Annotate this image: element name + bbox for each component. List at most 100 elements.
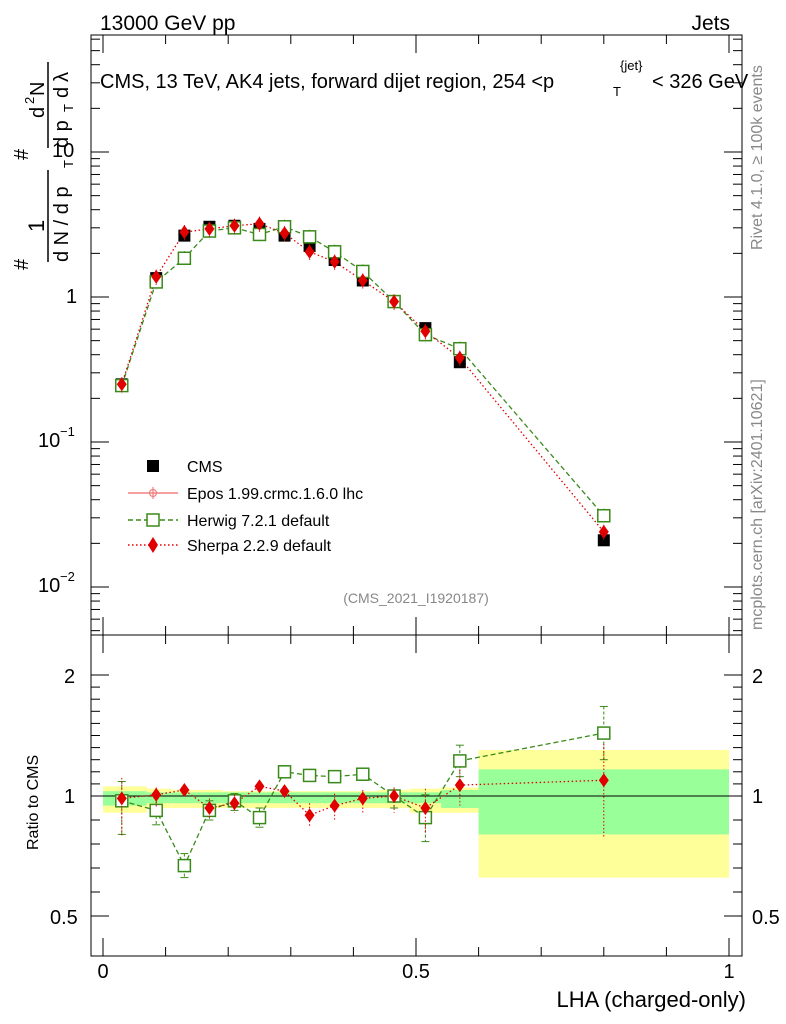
sherpa-point <box>420 324 431 339</box>
ratio-sherpa-point <box>254 779 265 794</box>
legend-cms-marker <box>147 460 159 472</box>
ratio-herwig-point <box>252 810 267 825</box>
sherpa-point <box>279 226 290 241</box>
ratio-band-inner <box>441 789 479 808</box>
ratio-herwig-point <box>149 803 163 818</box>
ratio-series <box>115 705 611 879</box>
svg-text:1: 1 <box>24 220 49 232</box>
ratio-herwig-line <box>121 732 604 868</box>
herwig-point <box>597 509 611 523</box>
chart-title: CMS, 13 TeV, AK4 jets, forward dijet reg… <box>100 58 749 99</box>
ratio-sherpa-point <box>357 791 368 806</box>
ratio-band-inner <box>171 792 197 804</box>
svg-text:#: # <box>11 148 33 160</box>
svg-text:T: T <box>61 160 76 168</box>
svg-text:λ: λ <box>51 72 73 82</box>
x-tick-label: 0.5 <box>402 961 430 983</box>
svg-text:2: 2 <box>22 97 37 104</box>
svg-text:{jet}: {jet} <box>620 58 643 73</box>
sherpa-point <box>454 350 465 365</box>
svg-text:−1: −1 <box>60 424 75 439</box>
svg-text:d N / d p: d N / d p <box>51 186 73 262</box>
svg-text:−2: −2 <box>60 569 75 584</box>
sherpa-point <box>229 218 240 233</box>
ratio-y-tick-labels: 2 2 1 1 0.5 0.5 <box>50 666 780 929</box>
ratio-herwig-point <box>597 726 611 740</box>
sherpa-point <box>151 269 162 284</box>
svg-text:T: T <box>613 84 621 99</box>
ratio-y-label: Ratio to CMS <box>25 755 42 850</box>
sherpa-point <box>389 294 400 309</box>
svg-text:0.5: 0.5 <box>752 907 780 929</box>
legend-cms-label: CMS <box>187 459 223 476</box>
main-y-tick-labels: 10 1 10 −1 10 −2 <box>38 140 77 597</box>
svg-text:d: d <box>51 87 73 98</box>
sherpa-point <box>204 221 215 236</box>
legend: CMS Epos 1.99.crmc.1.6.0 lhc Herwig 7.2.… <box>128 459 363 555</box>
ratio-herwig-point <box>277 765 292 779</box>
svg-text:0.5: 0.5 <box>50 907 78 929</box>
y-tick-label: 10 <box>38 430 60 452</box>
ratio-sherpa-point <box>454 778 465 793</box>
ratio-sherpa-point <box>304 808 315 823</box>
svg-text:T: T <box>61 104 76 112</box>
ratio-sherpa-point <box>179 782 190 797</box>
svg-text:N: N <box>27 82 49 96</box>
ratio-herwig-point <box>177 858 192 873</box>
ratio-sherpa-point <box>151 787 162 802</box>
rivet-version-label: Rivet 4.1.0, ≥ 100k events <box>749 65 766 250</box>
sherpa-point <box>329 254 340 269</box>
ratio-band-inner <box>196 792 222 804</box>
ratio-sherpa-point <box>279 784 290 799</box>
svg-text:< 326 GeV: < 326 GeV <box>652 71 749 93</box>
svg-text:1: 1 <box>64 786 75 808</box>
herwig-point <box>177 251 192 266</box>
axis-ticks <box>91 35 742 956</box>
y-tick-label: 1 <box>66 286 77 308</box>
sherpa-point <box>598 524 609 539</box>
svg-text:d p: d p <box>51 120 73 148</box>
ratio-sherpa-point <box>229 796 240 811</box>
legend-sherpa-label: Sherpa 2.2.9 default <box>187 538 332 555</box>
sherpa-point <box>254 216 265 231</box>
header-left: 13000 GeV pp <box>100 12 235 35</box>
x-tick-label: 0 <box>97 961 108 983</box>
header-right: Jets <box>691 12 730 35</box>
ratio-sherpa-line <box>121 779 604 816</box>
y-tick-label: 10 <box>38 575 60 597</box>
ratio-herwig-point <box>356 767 370 781</box>
ratio-band-inner <box>297 792 323 804</box>
x-tick-label: 1 <box>723 961 734 983</box>
svg-text:2: 2 <box>752 666 763 688</box>
svg-text:d: d <box>27 107 49 118</box>
ratio-sherpa-point <box>116 791 127 806</box>
main-y-axis-label: # 1 d N / d p T # d 2 N d p T d λ <box>11 62 76 270</box>
ratio-sherpa-point <box>204 801 215 815</box>
main-series <box>115 216 611 547</box>
x-axis-label: LHA (charged-only) <box>556 987 746 1012</box>
herwig-point <box>302 230 317 244</box>
svg-text:1: 1 <box>752 786 763 808</box>
ratio-band-inner <box>146 792 172 804</box>
sherpa-point <box>179 225 190 240</box>
svg-text:CMS, 13 TeV, AK4 jets, forward: CMS, 13 TeV, AK4 jets, forward dijet reg… <box>100 71 554 93</box>
sherpa-point <box>116 377 127 392</box>
ratio-herwig-point <box>453 754 467 768</box>
ratio-herwig-point <box>327 769 342 784</box>
ratio-sherpa-point <box>420 801 431 815</box>
legend-epos-label: Epos 1.99.crmc.1.6.0 lhc <box>187 486 363 503</box>
svg-text:2: 2 <box>64 666 75 688</box>
ratio-band-inner <box>246 792 273 804</box>
x-tick-labels: 0 0.5 1 <box>97 961 734 983</box>
analysis-id: (CMS_2021_I1920187) <box>343 590 489 606</box>
ratio-herwig-point <box>302 768 317 783</box>
sherpa-point <box>304 244 315 259</box>
y-tick-label: 10 <box>52 140 74 162</box>
ratio-sherpa-point <box>598 773 609 788</box>
ratio-sherpa-point <box>389 789 400 803</box>
cms-point <box>597 534 610 547</box>
sherpa-point <box>357 273 368 288</box>
svg-text:#: # <box>11 258 33 270</box>
mcplots-label: mcplots.cern.ch [arXiv:2401.10621] <box>749 379 766 630</box>
